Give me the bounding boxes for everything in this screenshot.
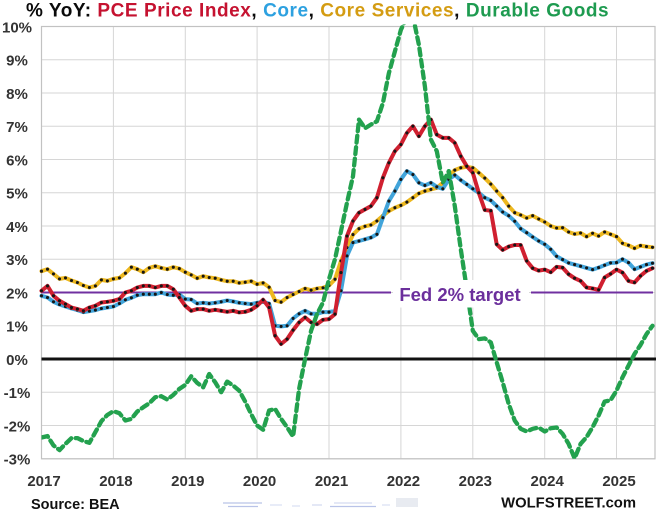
- svg-text:2019: 2019: [171, 473, 204, 490]
- svg-text:2018: 2018: [99, 473, 132, 490]
- svg-text:7%: 7%: [6, 119, 28, 136]
- svg-text:-2%: -2%: [4, 418, 31, 435]
- svg-text:8%: 8%: [6, 86, 28, 103]
- svg-text:10%: 10%: [2, 19, 32, 36]
- svg-text:2%: 2%: [6, 285, 28, 302]
- svg-text:2025: 2025: [602, 473, 635, 490]
- svg-text:2023: 2023: [459, 473, 492, 490]
- svg-text:Fed 2% target: Fed 2% target: [399, 284, 520, 305]
- svg-text:Source: BEA: Source: BEA: [31, 497, 120, 513]
- svg-text:5%: 5%: [6, 186, 28, 203]
- svg-text:% YoY: PCE Price Index, Core,: % YoY: PCE Price Index, Core, Core Servi…: [26, 1, 609, 22]
- svg-text:-1%: -1%: [4, 385, 31, 402]
- svg-text:0%: 0%: [6, 352, 28, 369]
- svg-text:2021: 2021: [315, 473, 348, 490]
- svg-text:9%: 9%: [6, 53, 28, 70]
- svg-text:2024: 2024: [531, 473, 565, 490]
- svg-text:6%: 6%: [6, 152, 28, 169]
- svg-text:4%: 4%: [6, 219, 28, 236]
- svg-text:2017: 2017: [27, 473, 60, 490]
- svg-text:3%: 3%: [6, 252, 28, 269]
- svg-text:-3%: -3%: [4, 452, 31, 469]
- svg-text:2022: 2022: [387, 473, 420, 490]
- svg-text:2020: 2020: [243, 473, 276, 490]
- svg-text:WOLFSTREET.com: WOLFSTREET.com: [501, 496, 636, 512]
- svg-text:1%: 1%: [6, 319, 28, 336]
